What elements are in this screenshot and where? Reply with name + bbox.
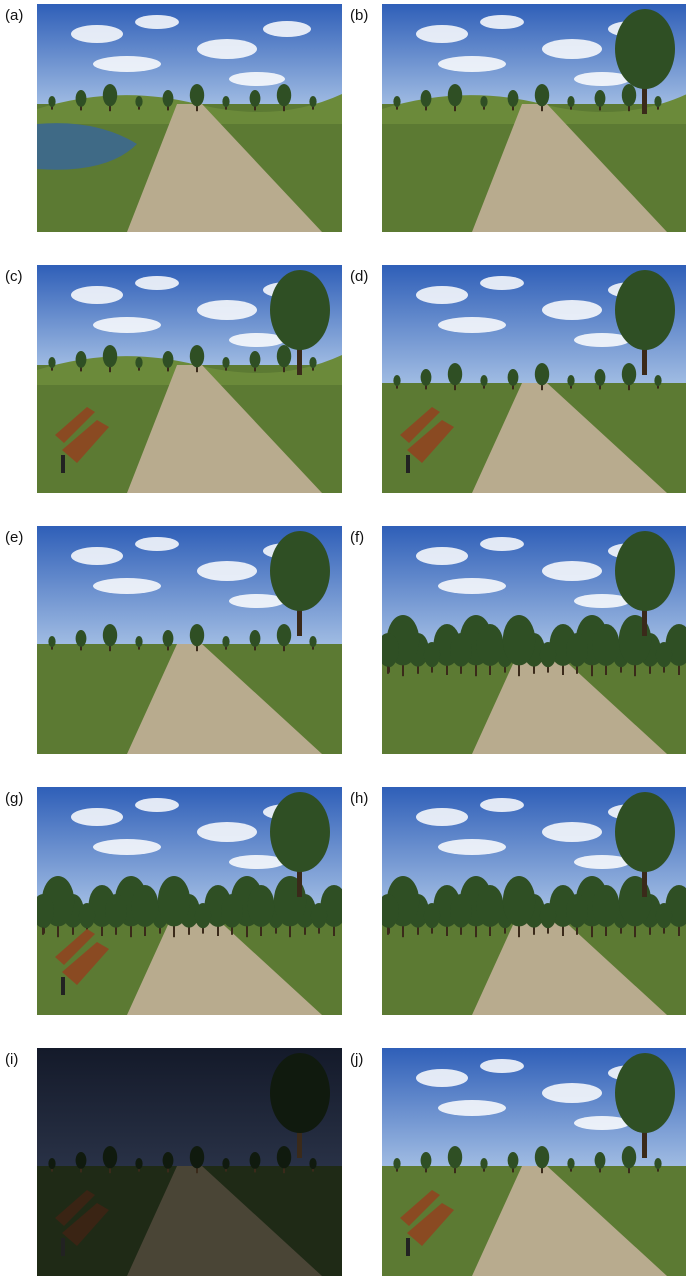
dirt-path [472, 104, 667, 232]
clouds [71, 15, 311, 86]
trees [393, 270, 675, 391]
dirt-path [127, 905, 322, 1015]
scene-render [382, 787, 686, 1015]
panel-label: (b) [350, 7, 369, 24]
panel-label: (d) [350, 268, 369, 285]
park-bench [400, 1190, 454, 1256]
scene-image [37, 1048, 342, 1276]
scene-image [382, 526, 686, 754]
trees [48, 531, 330, 652]
scene-render [37, 526, 342, 754]
scene-render [382, 265, 686, 493]
panel-label: (e) [5, 529, 24, 546]
trees [48, 1053, 330, 1174]
trees [382, 531, 686, 677]
dirt-path [472, 383, 667, 493]
scene-render [382, 1048, 686, 1276]
dirt-path [127, 365, 322, 493]
panel-label: (a) [5, 7, 24, 24]
trees [48, 270, 330, 375]
dirt-path [127, 104, 322, 232]
scene-image [382, 265, 686, 493]
scene-image [382, 1048, 686, 1276]
panel-label: (f) [350, 529, 365, 546]
park-bench [55, 929, 109, 995]
park-bench [400, 407, 454, 473]
scene-render [37, 787, 342, 1015]
scene-render [382, 4, 686, 232]
scene-image [37, 526, 342, 754]
clouds [71, 537, 311, 608]
panel-label: (j) [350, 1051, 364, 1068]
scene-render [37, 1048, 342, 1276]
trees [393, 1053, 675, 1174]
panel-label: (i) [5, 1051, 19, 1068]
dirt-path [127, 1166, 322, 1276]
scene-image [37, 787, 342, 1015]
park-bench [55, 407, 109, 473]
dirt-path [472, 905, 667, 1015]
scene-image [382, 787, 686, 1015]
scene-image [382, 4, 686, 232]
trees [393, 9, 675, 114]
panel-label: (c) [5, 268, 23, 285]
park-bench [55, 1190, 109, 1256]
panel-label: (g) [5, 790, 24, 807]
dirt-path [472, 1166, 667, 1276]
scene-render [382, 526, 686, 754]
pond [37, 123, 137, 170]
dirt-path [472, 644, 667, 754]
scene-image [37, 265, 342, 493]
trees [37, 792, 342, 938]
dirt-path [127, 644, 322, 754]
scene-render [37, 4, 342, 232]
scene-image [37, 4, 342, 232]
trees [48, 84, 317, 112]
scene-render [37, 265, 342, 493]
trees [382, 792, 686, 938]
clouds [416, 1059, 656, 1130]
panel-label: (h) [350, 790, 369, 807]
